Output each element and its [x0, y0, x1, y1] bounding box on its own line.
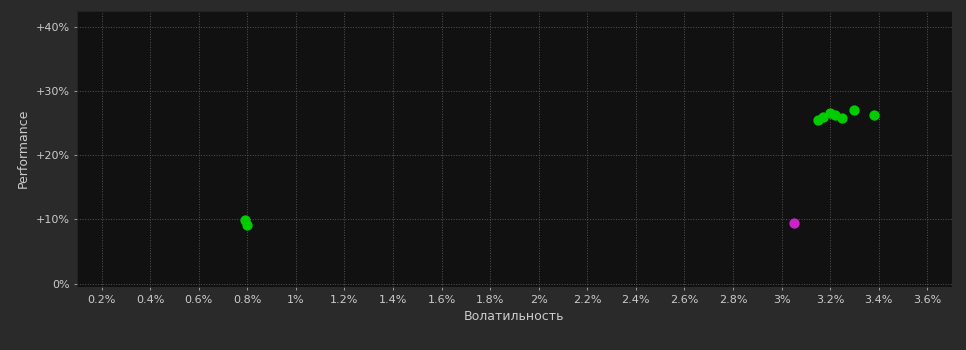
Point	[867, 112, 882, 118]
Point	[240, 222, 255, 228]
Point	[822, 111, 838, 116]
Point	[786, 220, 802, 226]
Point	[815, 114, 831, 119]
Point	[827, 112, 842, 118]
Point	[237, 217, 252, 223]
Y-axis label: Performance: Performance	[17, 109, 30, 188]
X-axis label: Волатильность: Волатильность	[464, 310, 565, 323]
Point	[846, 107, 862, 113]
Point	[835, 115, 850, 121]
Point	[810, 117, 826, 122]
